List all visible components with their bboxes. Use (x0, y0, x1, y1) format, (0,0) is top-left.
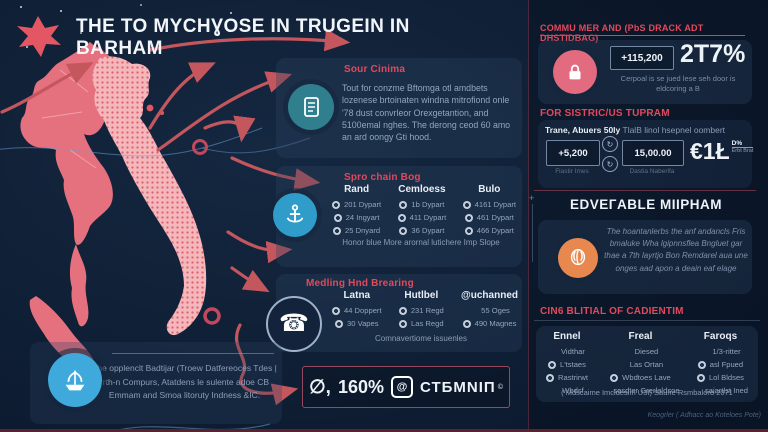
table-column: Bulo 4161 Dypart 461 Dypart 466 Dypart (462, 184, 516, 237)
heading-rule (534, 320, 760, 321)
table-column: Ennel Vidthar L'tstaes Rastrirwt Wbdsf (546, 331, 588, 397)
stat-badge-icon (697, 360, 706, 369)
value-box-1: +5,200 (546, 140, 600, 166)
card-heading: Medling Hnd Brearing (306, 278, 414, 289)
section4-heading: CIN6 BLITIAL OF CADIENTIM (540, 306, 684, 317)
table-column: Faroqs 1/3-ritter asl Fpued Lol Bldses s… (693, 331, 748, 397)
anchor-icon (273, 193, 317, 237)
map-solid-region (20, 42, 114, 245)
star-dots (20, 6, 22, 8)
table-column: Cemloess 1b Dypart 411 Dypart 36 Dypart (397, 184, 447, 235)
value-box-1-label: Flastir Imes (555, 168, 589, 175)
section1-heading: COMMU MER AND (PbS DRACK ADT DHSTIDBAG) (540, 23, 704, 43)
card-heading: Sour Cinima (344, 64, 406, 75)
stat-badge-icon (399, 200, 408, 209)
stat-badge-icon (464, 213, 473, 222)
card-spro-chain: Spro chain Bog Rand 201 Dypart 24 Ingyar… (276, 166, 522, 267)
stat-badge-icon (548, 360, 556, 369)
ring-marker (203, 307, 221, 325)
cadientim-table: Ennel Vidthar L'tstaes Rastrirwt Wbdsf F… (546, 331, 748, 397)
card-heading: Spro chain Bog (344, 172, 421, 183)
currency-stat: €1Ł D% Erbt Brat (690, 138, 754, 164)
boxed-value: +115,200 (610, 46, 674, 70)
currency-sup: D% (731, 140, 743, 147)
card-body: Tout for conzme Bftomga otl amdbets loze… (342, 83, 511, 143)
currency-sub: Erbt Brat (731, 147, 754, 154)
stat-badge-icon (397, 213, 406, 222)
lock-icon (553, 50, 597, 94)
stat-badge-icon (462, 200, 471, 209)
document-icon (288, 84, 334, 130)
medling-table: Latna 44 Doppert 30 Vapes Hutlbel 231 Re… (332, 290, 518, 330)
table-column: @uchanned 55 Oges 490 Magnes (461, 290, 518, 328)
stat-badge-icon (333, 213, 342, 222)
stat-badge-icon (399, 226, 408, 235)
at-icon: @ (391, 376, 414, 398)
credit-text: Keogrler ( Adhacc ao Koteloes Pote) (647, 412, 761, 419)
stat-badge-icon (462, 319, 471, 328)
value-box-2-label: Dastia Naberlfa (629, 168, 675, 175)
stat-badge-icon (332, 200, 340, 209)
stat-badge-icon (332, 306, 340, 315)
chain-table: Rand 201 Dypart 24 Ingyart 25 Dnyard Cem… (332, 184, 516, 237)
table-column: Freal Diesed Las Ortan Wbdtoes Lave sosd… (601, 331, 680, 397)
swap-arrow-icon: ↻ (602, 156, 618, 172)
stat-sup: © (497, 383, 503, 391)
summary-body: The opplenclt Badtijar (Troew Datfereoce… (92, 363, 277, 400)
swap-arrow-icon: ↻ (602, 136, 618, 152)
ring-marker (192, 139, 208, 155)
bottom-strip (0, 429, 768, 432)
stat-badge-icon (696, 373, 705, 382)
stat-badge-icon (464, 226, 473, 235)
stat-badge-icon (546, 373, 554, 382)
heading-underline (540, 35, 745, 36)
timeline-line (532, 204, 533, 262)
table-footer: Honor blue More arornal lutichere Imp Sl… (342, 238, 500, 247)
ship-icon (48, 353, 102, 407)
stat-badge-icon (333, 226, 342, 235)
phone-icon: ☎ (266, 296, 322, 352)
stat-label: СТБМNIП (420, 378, 496, 396)
card-right-bottom: Ennel Vidthar L'tstaes Rastrirwt Wbdsf F… (536, 326, 758, 402)
section2-heading: FOR SISTRIC/US TUPRAM (540, 108, 670, 119)
divider-line (112, 353, 274, 354)
stat-badge-icon (398, 306, 407, 315)
stat-caption: Cerpoal is se jued lese seh door is eldc… (620, 74, 736, 93)
stat-value: 160% (337, 376, 385, 397)
section3-heading: EDVEГABLE MIIPHAM (570, 197, 722, 212)
plus-tick: + (529, 193, 535, 203)
section2-subtext: Trane, Abuers 50ly TlalB linol hsepnel o… (545, 125, 726, 135)
prohibition-icon: ∅, (309, 376, 331, 398)
brain-icon (558, 238, 598, 278)
stat-badge-icon (399, 319, 408, 328)
card-medling: Medling Hnd Brearing Latna 44 Doppert 30… (276, 274, 522, 352)
stat-badge-icon (610, 373, 619, 382)
stat-badge-icon (335, 319, 344, 328)
stat-box: ∅, 160% @ СТБМNIП © (302, 366, 510, 408)
star-splat (17, 16, 61, 57)
big-stat-value: 2T7% (680, 40, 746, 68)
table-column: Rand 201 Dypart 24 Ingyart 25 Dnyard (332, 184, 381, 237)
table-footer: Comnavertiome issuenles (374, 334, 468, 343)
section3-body: The hoantanlerbs the anf andancls Fris b… (604, 227, 748, 273)
map-dotted-region (92, 56, 207, 336)
page-title: THE TO MYCHƔOSE IN TRUGEIN IN BARHAM (76, 16, 410, 59)
table-column: Latna 44 Doppert 30 Vapes (332, 290, 382, 330)
table-footer: ( Mdscaime Imcidesim U3I) Saurie Rsmbalo… (561, 388, 733, 397)
value-box-2: 15,00.00 (622, 140, 684, 166)
table-column: Hutlbel 231 Regd Las Regd (398, 290, 444, 330)
section-divider (534, 190, 756, 191)
